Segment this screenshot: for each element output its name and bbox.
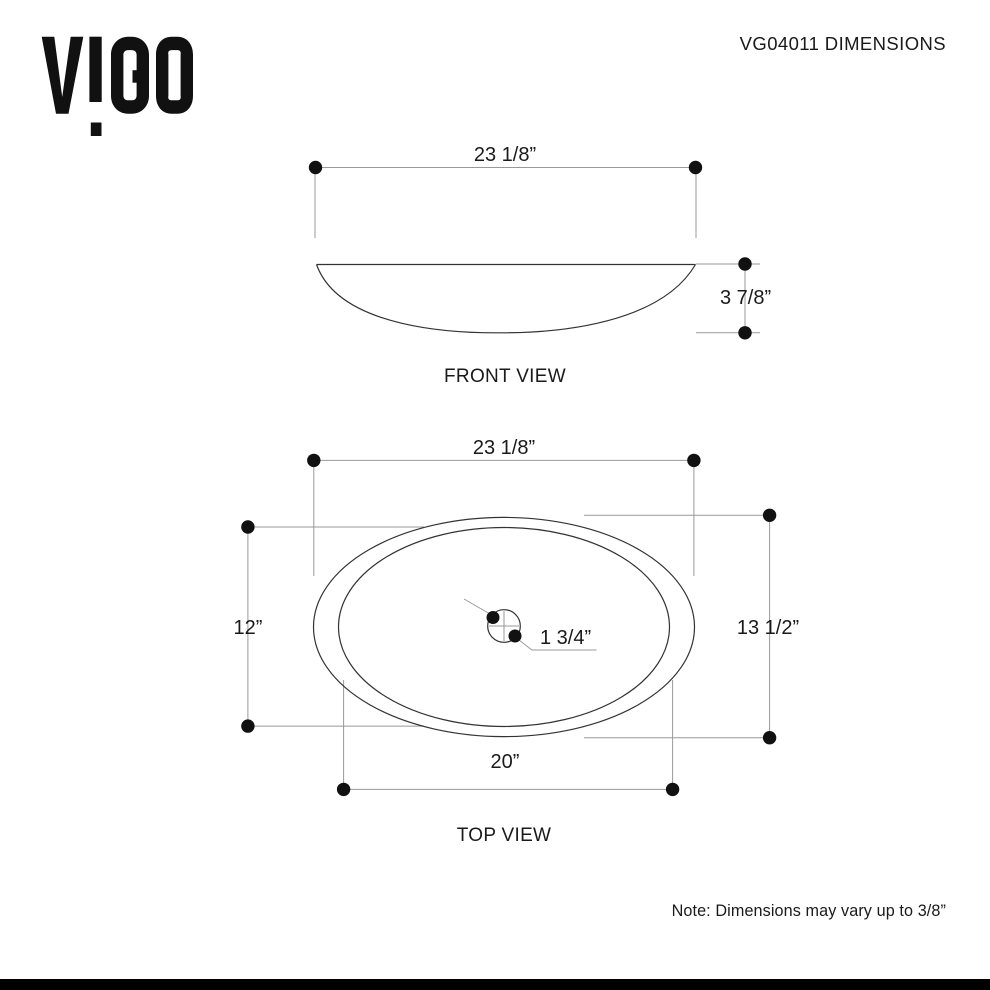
svg-text:23 1/8”: 23 1/8” [473,437,535,459]
svg-text:20”: 20” [491,751,520,773]
svg-text:1 3/4”: 1 3/4” [540,627,591,649]
svg-text:TOP VIEW: TOP VIEW [457,825,552,846]
svg-text:23 1/8”: 23 1/8” [474,144,536,166]
svg-text:12”: 12” [234,617,263,639]
svg-text:FRONT VIEW: FRONT VIEW [444,366,566,387]
svg-text:3 7/8”: 3 7/8” [720,287,771,309]
svg-text:13 1/2”: 13 1/2” [737,617,799,639]
